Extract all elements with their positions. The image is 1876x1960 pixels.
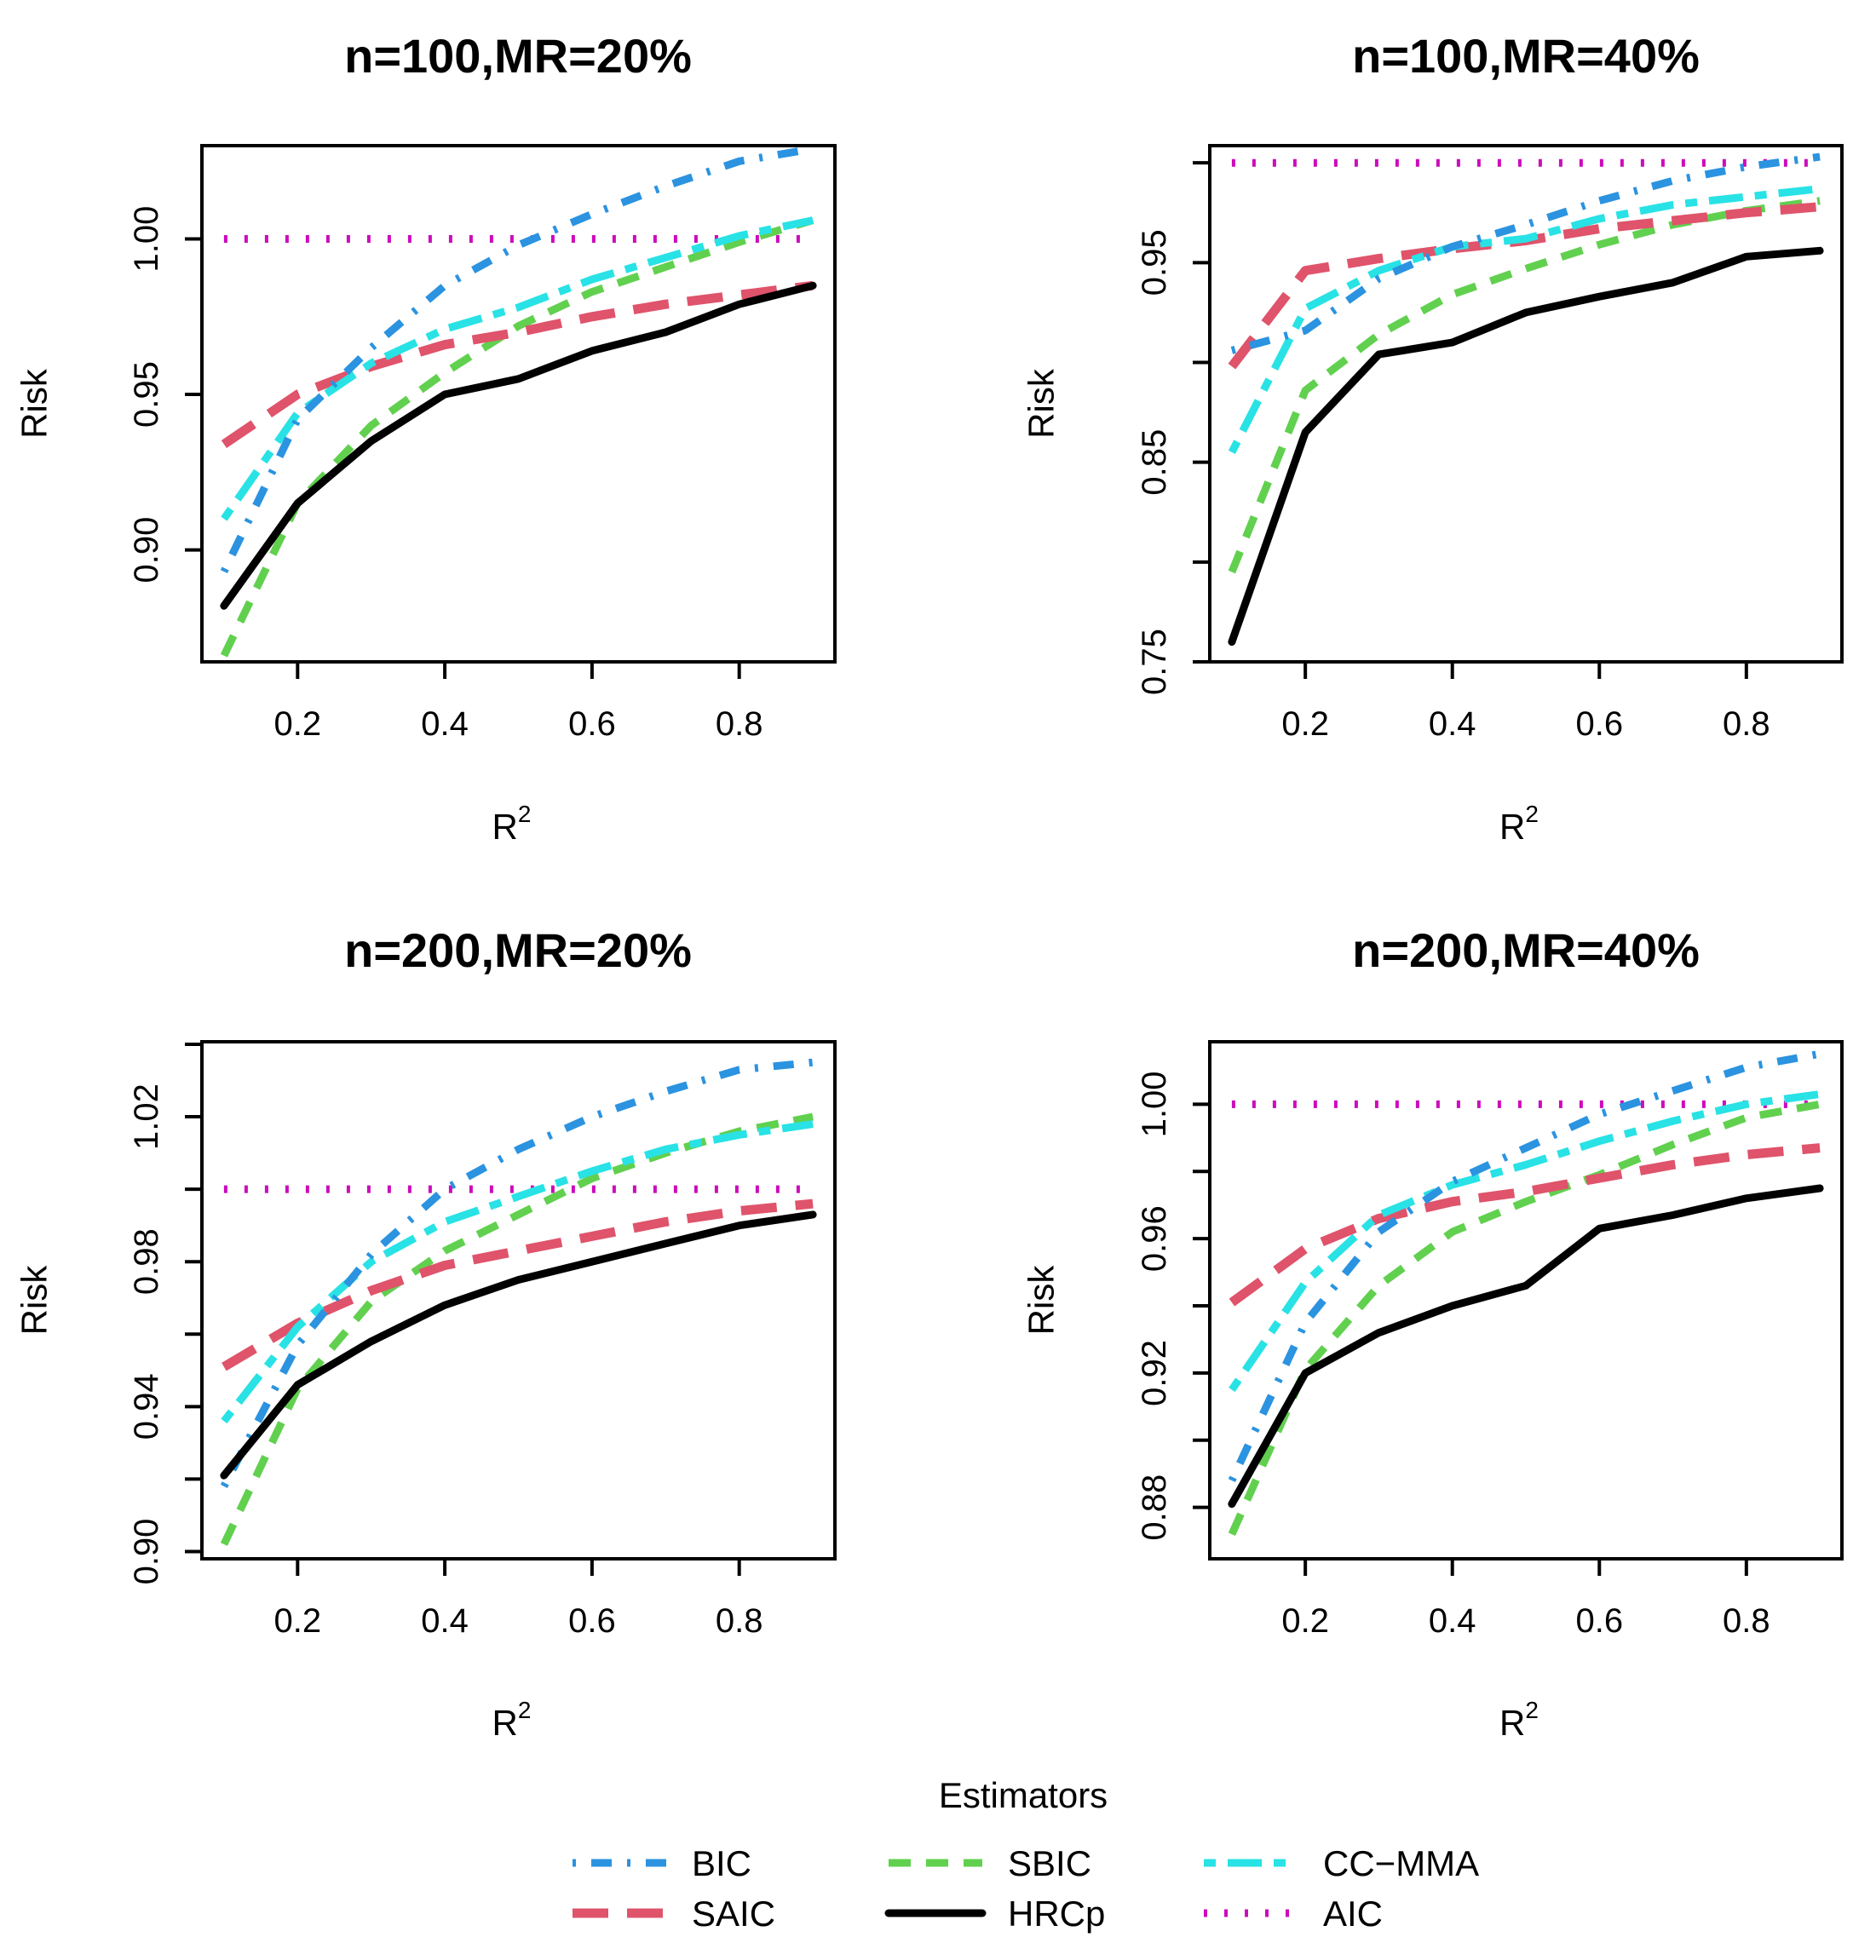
legend-label: HRCp xyxy=(1008,1894,1105,1934)
plot-frame xyxy=(200,1040,837,1561)
series-line-hrcp xyxy=(220,281,817,610)
y-axis: 0.90 0.94 0.98 1.02 xyxy=(128,1042,204,1585)
legend-label: BIC xyxy=(692,1843,751,1883)
y-tick-label: 1.00 xyxy=(1136,1071,1173,1137)
x-tick-label: 0.2 xyxy=(274,1602,322,1640)
legend-label: SAIC xyxy=(692,1894,775,1934)
series-line-cc-mma xyxy=(1229,1090,1821,1393)
x-axis-label: R2 xyxy=(492,801,532,847)
plot-frame xyxy=(1208,1040,1844,1561)
y-axis: 0.88 0.92 0.96 1.00 xyxy=(1136,1071,1211,1541)
y-tick-label: 0.96 xyxy=(1136,1205,1173,1272)
plot-frame xyxy=(200,144,837,664)
x-tick-label: 0.6 xyxy=(568,1602,616,1640)
legend-item-hrcp: HRCp xyxy=(884,1894,1105,1934)
series-group xyxy=(220,145,817,658)
x-axis: 0.2 0.4 0.6 0.8 xyxy=(1281,660,1770,743)
x-tick-label: 0.4 xyxy=(1429,1602,1476,1640)
y-axis-label: Risk xyxy=(1021,1265,1062,1336)
legend-item-sbic: SBIC xyxy=(889,1843,1091,1883)
legend-label: AIC xyxy=(1323,1894,1383,1934)
x-tick-label: 0.8 xyxy=(1723,1602,1770,1640)
series-line-cc-mma xyxy=(221,1120,814,1424)
y-tick-label: 0.75 xyxy=(1136,629,1173,695)
y-tick-label: 0.85 xyxy=(1136,429,1173,496)
x-tick-label: 0.4 xyxy=(421,1602,469,1640)
x-axis-label: R2 xyxy=(1499,801,1539,847)
x-tick-label: 0.6 xyxy=(568,705,616,743)
legend-title: Estimators xyxy=(939,1775,1108,1815)
panel-2: n=100,MR=40% 0.2 0.4 0.6 0.8 0.75 0.85 0.95 Risk… xyxy=(1021,29,1844,847)
x-tick-label: 0.2 xyxy=(1281,705,1329,743)
x-tick-label: 0.4 xyxy=(1429,705,1476,743)
panel-3: n=200,MR=20% 0.2 0.4 0.6 0.8 0.90 0.94 0.98 1.02… xyxy=(14,923,837,1743)
legend-item-cc-mma: CC−MMA xyxy=(1204,1843,1479,1883)
series-line-sbic xyxy=(1228,197,1821,574)
x-tick-label: 0.2 xyxy=(274,705,322,743)
series-line-hrcp xyxy=(1228,246,1824,647)
y-tick-label: 0.98 xyxy=(128,1228,165,1295)
legend-label: SBIC xyxy=(1008,1843,1091,1883)
x-tick-label: 0.4 xyxy=(421,705,469,743)
series-line-bic xyxy=(1230,152,1821,354)
y-axis: 0.90 0.95 1.00 xyxy=(128,206,204,583)
legend-item-bic: BIC xyxy=(573,1843,751,1883)
y-tick-label: 0.88 xyxy=(1136,1474,1173,1541)
panel-title: n=200,MR=20% xyxy=(344,923,692,977)
series-line-hrcp xyxy=(220,1210,817,1480)
y-axis-label: Risk xyxy=(14,368,55,439)
series-line-bic xyxy=(220,1058,814,1488)
x-tick-label: 0.6 xyxy=(1575,705,1623,743)
series-group xyxy=(220,1058,817,1546)
x-tick-label: 0.8 xyxy=(716,1602,763,1640)
series-line-bic xyxy=(1228,1049,1821,1482)
panel-1: n=100,MR=20% 0.2 0.4 0.6 0.8 0.90 0.95 1.00 Risk… xyxy=(14,29,837,847)
y-tick-label: 0.95 xyxy=(128,361,165,428)
x-axis: 0.2 0.4 0.6 0.8 xyxy=(1281,1557,1770,1640)
y-axis-label: Risk xyxy=(14,1265,55,1336)
series-line-saic xyxy=(1229,1143,1821,1307)
x-tick-label: 0.8 xyxy=(716,705,763,743)
panel-title: n=100,MR=20% xyxy=(344,29,692,83)
x-axis: 0.2 0.4 0.6 0.8 xyxy=(274,1557,763,1640)
panel-title: n=200,MR=40% xyxy=(1352,923,1700,977)
series-line-bic xyxy=(220,145,814,574)
series-line-sbic xyxy=(220,216,814,658)
series-line-sbic xyxy=(220,1112,814,1546)
y-tick-label: 0.94 xyxy=(128,1373,165,1440)
y-axis-label: Risk xyxy=(1021,368,1062,439)
legend-item-saic: SAIC xyxy=(573,1894,775,1934)
series-line-cc-mma xyxy=(1228,185,1821,454)
x-axis: 0.2 0.4 0.6 0.8 xyxy=(274,660,763,743)
legend-item-aic: AIC xyxy=(1204,1894,1383,1934)
series-group xyxy=(1228,1049,1824,1537)
series-line-saic xyxy=(1228,202,1821,370)
y-tick-label: 0.90 xyxy=(128,517,165,583)
x-axis-label: R2 xyxy=(1499,1697,1539,1743)
x-tick-label: 0.8 xyxy=(1723,705,1770,743)
series-line-saic xyxy=(221,280,814,449)
y-tick-label: 1.02 xyxy=(128,1083,165,1150)
x-axis-label: R2 xyxy=(492,1697,532,1743)
y-tick-label: 0.90 xyxy=(128,1519,165,1585)
series-line-hrcp xyxy=(1228,1184,1824,1509)
series-group xyxy=(1228,152,1824,647)
y-axis: 0.75 0.85 0.95 xyxy=(1136,161,1211,695)
y-tick-label: 0.95 xyxy=(1136,229,1173,296)
y-tick-label: 1.00 xyxy=(128,206,165,273)
panel-4: n=200,MR=40% 0.2 0.4 0.6 0.8 0.88 0.92 0.96 1.00… xyxy=(1021,923,1844,1743)
x-tick-label: 0.2 xyxy=(1281,1602,1329,1640)
panel-title: n=100,MR=40% xyxy=(1352,29,1700,83)
plot-frame xyxy=(1208,144,1844,664)
legend-label: CC−MMA xyxy=(1323,1843,1479,1883)
series-line-cc-mma xyxy=(221,216,814,521)
legend: Estimators BIC SAIC SBIC HRCp CC−MMA AIC xyxy=(573,1775,1479,1934)
series-line-sbic xyxy=(1228,1100,1821,1537)
x-tick-label: 0.6 xyxy=(1575,1602,1623,1640)
y-tick-label: 0.92 xyxy=(1136,1340,1173,1406)
